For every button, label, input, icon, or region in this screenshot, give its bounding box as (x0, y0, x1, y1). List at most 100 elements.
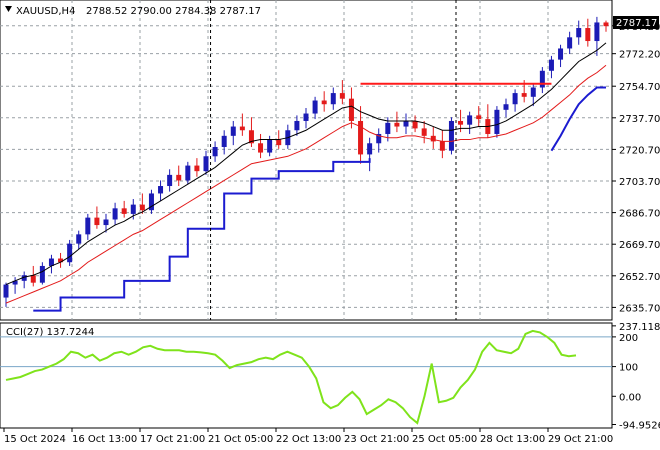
candle-down (139, 204, 145, 211)
candle-up (103, 219, 109, 226)
current-price-label: 2787.17 (616, 18, 657, 29)
cci-grid (0, 336, 612, 368)
candle-up (330, 93, 336, 105)
candle-up (448, 120, 454, 151)
vertical-markers (210, 0, 457, 428)
candle-up (539, 70, 545, 88)
cci-tick-label: 200 (619, 333, 638, 344)
candle-up (85, 217, 91, 235)
candle-down (603, 22, 609, 27)
candle-down (339, 93, 345, 99)
candle-up (167, 174, 173, 187)
candle-up (403, 120, 409, 127)
candle-down (94, 217, 100, 226)
candle-up (548, 59, 554, 71)
cci-tick-label: 100 (619, 363, 638, 374)
candle-up (21, 275, 27, 281)
candle-down (121, 208, 127, 214)
candle-down (585, 28, 591, 42)
cci-title: CCI(27) 137.7244 (6, 327, 94, 338)
time-tick-label: 16 Oct 13:00 (72, 434, 137, 445)
candle-down (430, 135, 436, 142)
cci-tick-label: -94.9526 (619, 421, 660, 432)
dropdown-triangle-icon[interactable] (5, 6, 12, 12)
candle-up (385, 122, 391, 134)
time-tick-label: 29 Oct 21:00 (548, 434, 613, 445)
price-tick-label: 2686.70 (619, 209, 660, 220)
cci-panel (0, 322, 613, 429)
cci-axis: 237.1183200 100 0.00 -94.9526 (612, 322, 660, 432)
candle-down (421, 128, 427, 136)
time-tick-label: 23 Oct 21:00 (344, 434, 409, 445)
candle-up (367, 143, 373, 155)
price-tick-label: 2669.70 (619, 240, 660, 251)
stop-line (33, 158, 371, 312)
candle-up (39, 265, 45, 283)
price-grid (0, 0, 612, 428)
candle-up (12, 280, 18, 285)
candle-up (112, 208, 118, 220)
price-tick-label: 2703.70 (619, 177, 660, 188)
time-tick-label: 28 Oct 13:00 (480, 434, 545, 445)
candle-down (394, 122, 400, 127)
candle-down (439, 141, 445, 151)
candle-up (230, 126, 236, 136)
candle-up (512, 93, 518, 105)
price-tick-label: 2635.70 (619, 303, 660, 314)
candle-up (503, 104, 509, 110)
ma-fast-line (5, 42, 607, 286)
candle-up (530, 87, 536, 97)
candle-down (358, 120, 364, 155)
candle-up (158, 186, 164, 194)
candle-up (3, 284, 9, 298)
candle-up (203, 156, 209, 172)
cci-tick-label: 237.1183 (619, 322, 660, 333)
candle-up (312, 100, 318, 114)
time-tick-label: 25 Oct 05:00 (412, 434, 477, 445)
time-tick-label: 15 Oct 2024 (4, 434, 66, 445)
candle-up (576, 28, 582, 38)
candle-up (148, 193, 154, 211)
candle-up (221, 135, 227, 147)
candle-up (212, 146, 218, 157)
candle-down (30, 275, 36, 283)
candle-up (558, 48, 564, 60)
candle-down (476, 115, 482, 120)
candle-up (267, 139, 273, 153)
candle-up (130, 204, 136, 214)
candle-down (258, 143, 264, 153)
time-tick-label: 21 Oct 05:00 (208, 434, 273, 445)
candle-up (594, 22, 600, 42)
candle-up (294, 120, 300, 131)
candle-up (76, 234, 82, 244)
candle-down (58, 258, 64, 263)
candle-down (239, 126, 245, 131)
ma-slow-line (5, 64, 607, 304)
cci-series (5, 329, 577, 425)
candle-up (467, 115, 473, 125)
candle-up (303, 113, 309, 121)
price-panel (0, 0, 613, 321)
price-tick-label: 2737.70 (619, 114, 660, 125)
candle-up (567, 37, 573, 49)
candle-down (348, 98, 354, 121)
current-price-tag (613, 16, 659, 29)
candle-down (521, 93, 527, 97)
chart-symbol: XAUUSD,H4 (16, 6, 75, 17)
cci-tick-label: 0.00 (619, 392, 641, 403)
price-indicators (5, 42, 607, 312)
price-tick-label: 2720.70 (619, 145, 660, 156)
candle-up (48, 258, 54, 266)
time-tick-label: 22 Oct 13:00 (276, 434, 341, 445)
candle-down (176, 174, 182, 181)
candle-up (494, 109, 500, 134)
candle-down (276, 139, 282, 146)
candle-up (185, 165, 191, 181)
time-tick-label: 17 Oct 21:00 (140, 434, 205, 445)
stop-line-late (550, 86, 606, 152)
candle-down (194, 165, 200, 172)
price-tick-label: 2772.20 (619, 50, 660, 61)
chart-ohlc: 2788.52 2790.00 2784.38 2787.17 (86, 6, 261, 17)
cci-line (5, 329, 577, 425)
